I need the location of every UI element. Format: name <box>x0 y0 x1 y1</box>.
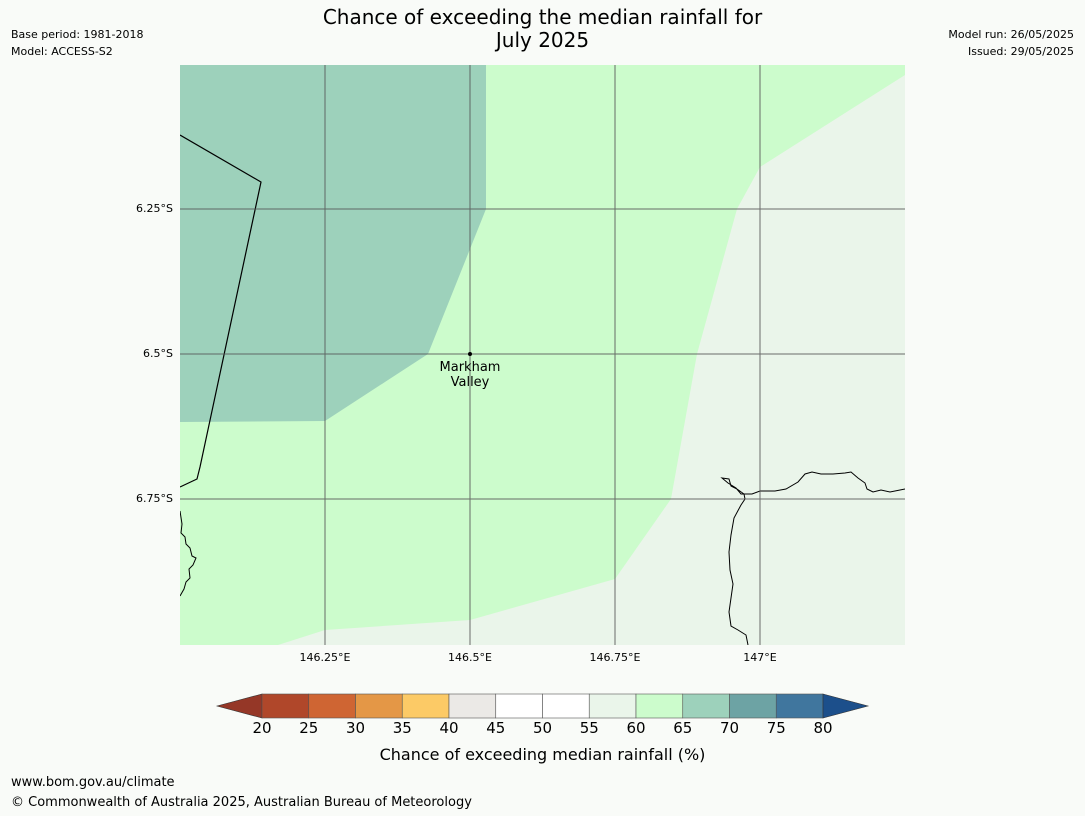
colorbar-cell <box>495 693 543 719</box>
colorbar-cell <box>635 693 684 719</box>
colorbar-tick-label: 50 <box>532 719 553 737</box>
colorbar-tick-label: 20 <box>252 719 272 737</box>
colorbar-label: Chance of exceeding median rainfall (%) <box>379 745 706 764</box>
colorbar-cell <box>775 693 824 719</box>
colorbar-cell <box>588 693 637 719</box>
lon-tick-2: 146.5°E <box>448 651 492 664</box>
colorbar-cell <box>682 693 730 719</box>
zone-65-70 <box>180 65 486 422</box>
lat-tick-1: 6.25°S <box>136 202 173 215</box>
colorbar-tick-label: 65 <box>673 719 693 737</box>
map-area <box>180 65 905 645</box>
colorbar-cell <box>355 693 403 719</box>
map-title: Chance of exceeding the median rainfall … <box>0 6 1085 52</box>
model-run-text: Model run: 26/05/2025 <box>948 28 1074 41</box>
colorbar-tick-label: 25 <box>299 719 319 737</box>
location-label-line-1: Markham <box>439 360 501 375</box>
colorbar-tick-label: 55 <box>579 719 599 737</box>
title-line-1: Chance of exceeding the median rainfall … <box>322 5 763 29</box>
model-text: Model: ACCESS-S2 <box>11 45 113 58</box>
colorbar-over-arrow <box>822 693 870 719</box>
footer-copyright: © Commonwealth of Australia 2025, Austra… <box>11 795 472 810</box>
lon-tick-3: 146.75°E <box>589 651 641 664</box>
colorbar-cell <box>448 693 497 719</box>
colorbar-tick-label: 75 <box>766 719 786 737</box>
colorbar-under-arrow <box>215 693 263 719</box>
colorbar-tick-label: 80 <box>813 719 833 737</box>
colorbar-tick-label: 40 <box>439 719 459 737</box>
colorbar-tick-label: 30 <box>345 719 366 737</box>
base-period-text: Base period: 1981-2018 <box>11 28 144 41</box>
colorbar-tick-label: 45 <box>486 719 506 737</box>
location-marker <box>468 352 472 356</box>
footer-website: www.bom.gov.au/climate <box>11 775 175 790</box>
lat-tick-2: 6.5°S <box>143 347 173 360</box>
location-label-line-2: Valley <box>450 375 490 390</box>
colorbar-cell <box>401 693 450 719</box>
issued-text: Issued: 29/05/2025 <box>967 45 1074 58</box>
boundary-line <box>180 134 262 488</box>
colorbar <box>215 693 870 719</box>
lon-tick-4: 147°E <box>743 651 777 664</box>
lat-tick-3: 6.75°S <box>136 492 173 505</box>
location-label: Markham Valley <box>420 360 520 390</box>
colorbar-cell <box>729 693 777 719</box>
river-line-west <box>180 510 197 597</box>
title-line-2: July 2025 <box>495 28 590 52</box>
header-left: Base period: 1981-2018 Model: ACCESS-S2 <box>11 26 143 60</box>
river-line-east <box>720 471 905 645</box>
colorbar-tick-label: 35 <box>392 719 412 737</box>
header-right: Model run: 26/05/2025 Issued: 29/05/2025 <box>948 26 1074 60</box>
colorbar-cells <box>261 693 824 719</box>
colorbar-cell <box>542 693 590 719</box>
colorbar-tick-label: 60 <box>626 719 646 737</box>
graticule <box>180 65 905 645</box>
lon-tick-1: 146.25°E <box>299 651 351 664</box>
colorbar-tick-label: 70 <box>719 719 740 737</box>
colorbar-cell <box>308 693 356 719</box>
colorbar-cell <box>261 693 310 719</box>
